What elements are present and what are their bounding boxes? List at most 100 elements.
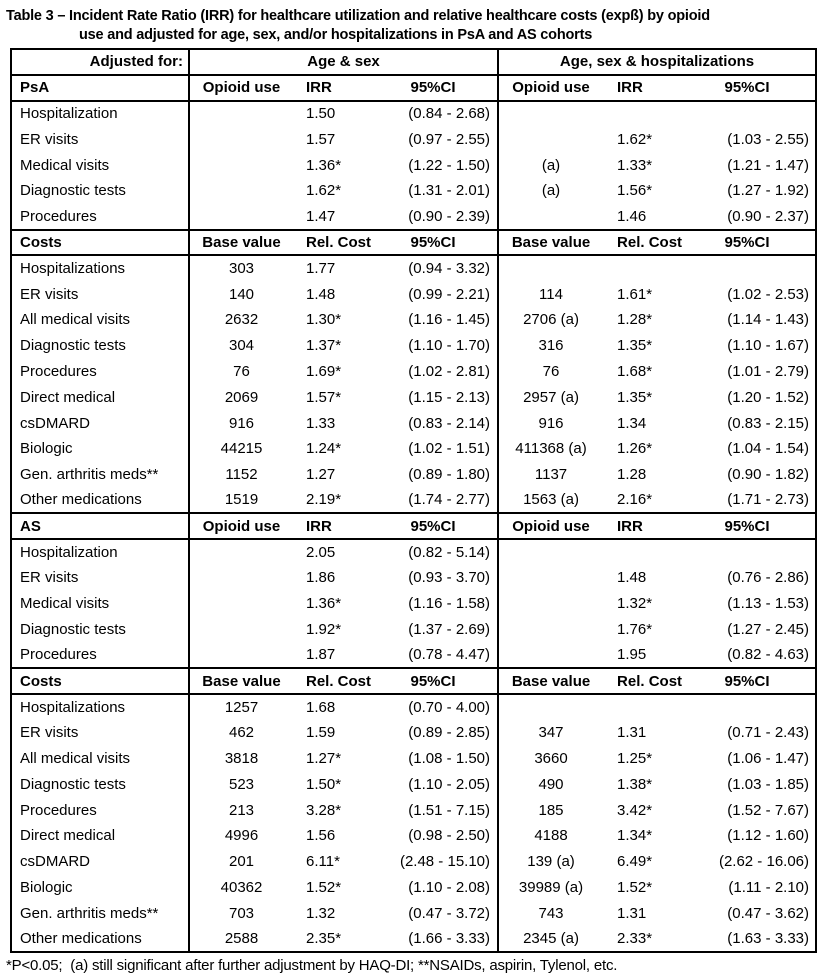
data-cell: 523	[228, 775, 255, 793]
column-header: Rel. Cost	[617, 672, 683, 690]
table-row: Hospitalization 2.05 (0.82 - 5.14)	[11, 539, 816, 565]
data-cell: (1.31 - 2.01)	[369, 177, 500, 204]
data-cell	[603, 101, 679, 127]
data-cell: (1.66 - 3.33)	[369, 926, 500, 952]
table-row: Other medications 2588 2.35* (1.66 - 3.33) 2…	[11, 926, 816, 952]
data-cell	[189, 178, 293, 204]
data-cell: 703	[228, 904, 255, 922]
data-cell	[603, 694, 679, 720]
data-cell: 916	[228, 414, 255, 432]
data-cell: 1.92*	[306, 620, 342, 638]
column-header: Rel. Cost	[306, 672, 372, 690]
data-cell: (1.52 - 7.67)	[727, 801, 810, 819]
column-header: IRR	[617, 79, 643, 97]
table-row: Diagnostic tests 523 1.50* (1.10 - 2.05) 490…	[11, 771, 816, 798]
adjusted-for-label: Adjusted for:	[11, 49, 190, 75]
table-row: Procedures 76 1.69* (1.02 - 2.81) 76 1.68* (1.…	[11, 358, 816, 385]
data-cell: 1.31	[617, 904, 647, 922]
data-cell: 6.49*	[617, 853, 653, 871]
data-cell: 1.35*	[617, 337, 653, 355]
column-header: Rel. Cost	[617, 233, 683, 251]
data-cell: (0.94 - 3.32)	[369, 255, 500, 282]
data-cell: 140	[228, 285, 255, 303]
data-cell: 1.30*	[306, 311, 342, 329]
data-cell	[189, 565, 293, 591]
data-cell: 2.33*	[617, 929, 653, 947]
table-row: Procedures 1.87 (0.78 - 4.47) 1.95 (0.82 - 4…	[11, 642, 816, 669]
column-header: IRR	[306, 79, 332, 97]
column-header: Opioid use	[512, 517, 590, 535]
section-title: Costs	[11, 229, 190, 256]
column-header: 95%CI	[369, 74, 500, 101]
data-cell: (1.03 - 1.85)	[727, 775, 810, 793]
data-cell: 1.50*	[306, 775, 342, 793]
data-cell: (0.83 - 2.15)	[727, 414, 810, 432]
data-cell: (0.90 - 1.82)	[727, 466, 810, 484]
data-cell: 185	[538, 801, 564, 819]
table-row: Direct medical 2069 1.57* (1.15 - 2.13) 2957…	[11, 384, 816, 411]
data-cell: 1.68*	[617, 362, 653, 380]
data-cell	[498, 591, 603, 617]
column-header: 95%CI	[369, 229, 500, 256]
column-header: 95%CI	[724, 672, 770, 690]
data-cell: (1.21 - 1.47)	[727, 156, 810, 174]
data-cell: (0.47 - 3.62)	[727, 904, 810, 922]
data-cell: (1.03 - 2.55)	[727, 130, 810, 148]
data-cell: 1.56	[306, 827, 336, 845]
data-cell: (0.89 - 2.85)	[369, 719, 500, 746]
data-cell: (1.02 - 1.51)	[369, 435, 500, 462]
data-cell: 1.62*	[617, 130, 653, 148]
data-cell: 1.33	[306, 414, 336, 432]
data-cell: 462	[228, 724, 255, 742]
row-label: csDMARD	[11, 410, 190, 436]
data-cell: 411368 (a)	[515, 440, 587, 458]
data-cell: (0.90 - 2.37)	[727, 207, 810, 225]
data-cell: 76	[233, 362, 250, 380]
data-cell	[498, 204, 603, 230]
data-cell: (1.71 - 2.73)	[727, 491, 810, 509]
row-label: Procedures	[11, 642, 190, 669]
row-label: Diagnostic tests	[11, 616, 190, 643]
column-header: Opioid use	[202, 79, 281, 97]
data-cell	[498, 565, 603, 591]
column-header: Base value	[202, 672, 281, 690]
data-cell: 76	[542, 362, 560, 380]
data-cell: (a)	[541, 182, 561, 200]
data-cell: (0.93 - 3.70)	[369, 564, 500, 591]
data-cell	[189, 126, 293, 152]
data-cell: 1.31	[617, 724, 647, 742]
row-label: Direct medical	[11, 384, 190, 411]
group-header-age-sex-hospitalizations: Age, sex & hospitalizations	[559, 53, 755, 71]
data-cell	[189, 642, 293, 668]
row-label: Gen. arthritis meds**	[11, 900, 190, 927]
column-header: 95%CI	[724, 79, 770, 97]
section-title: AS	[11, 513, 190, 540]
data-cell: (1.37 - 2.69)	[369, 616, 500, 643]
row-label: Procedures	[11, 203, 190, 230]
section-header-row-costs: Costs Base value Rel. Cost 95%CI Base value R…	[11, 668, 817, 694]
data-cell: 1.36*	[306, 156, 342, 174]
data-cell: 1.48	[306, 285, 336, 303]
data-cell: 213	[228, 801, 255, 819]
data-cell	[498, 642, 603, 668]
section-header-row-as: AS Opioid use IRR 95%CI Opioid use IRR 95%CI	[11, 513, 817, 540]
data-cell: (0.70 - 4.00)	[369, 693, 500, 720]
data-cell: 1.57*	[306, 388, 342, 406]
data-cell: (1.06 - 1.47)	[727, 749, 810, 767]
table-row: ER visits 140 1.48 (0.99 - 2.21) 114 1.61* (1.…	[11, 281, 816, 307]
data-cell: 2.35*	[306, 929, 342, 947]
data-cell: 1.38*	[617, 775, 653, 793]
row-label: All medical visits	[11, 306, 190, 333]
data-cell: 1137	[534, 466, 568, 484]
row-label: Other medications	[11, 926, 190, 952]
data-cell: 1.27*	[306, 749, 342, 767]
data-cell: 3660	[534, 749, 568, 767]
data-cell: 1.68	[306, 698, 336, 716]
data-cell: (0.83 - 2.14)	[369, 410, 500, 436]
data-cell: 1.25*	[617, 749, 653, 767]
table-row: Hospitalizations 303 1.77 (0.94 - 3.32)	[11, 255, 816, 282]
data-cell: (1.10 - 1.70)	[369, 332, 500, 359]
row-label: Medical visits	[11, 152, 190, 178]
row-label: ER visits	[11, 719, 190, 746]
table-row: Direct medical 4996 1.56 (0.98 - 2.50) 4188 1…	[11, 822, 816, 849]
